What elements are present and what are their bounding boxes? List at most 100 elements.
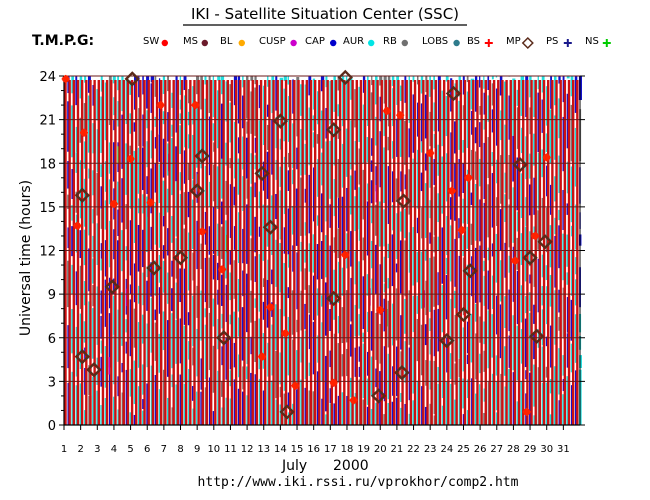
band-segment xyxy=(400,351,403,380)
band-segment xyxy=(354,251,357,285)
bs-point xyxy=(329,378,338,387)
band-segment xyxy=(129,145,132,155)
legend-item: CUSP xyxy=(259,36,297,47)
band-segment xyxy=(562,116,565,172)
band-red xyxy=(110,80,113,425)
band-segment xyxy=(370,180,373,204)
band-segment xyxy=(516,401,518,425)
mp-point xyxy=(455,306,472,323)
band-segment xyxy=(421,141,424,153)
band-segment xyxy=(495,355,498,376)
band-segment xyxy=(167,228,169,256)
band-red xyxy=(409,80,413,425)
legend-item-label: LOBS xyxy=(422,36,448,47)
x-tick-label: 31 xyxy=(557,444,570,455)
band-segment xyxy=(454,363,456,385)
band-segment xyxy=(379,201,382,247)
band-segment xyxy=(133,206,136,244)
band-red xyxy=(538,80,542,425)
band-segment xyxy=(371,240,373,269)
mp-point xyxy=(272,113,289,129)
band-segment xyxy=(229,184,232,238)
x-ticks: 1 2 3 4 5 6 7 8 9 10 11 12 13 14 15 16 17 18 19 20 21 22 23 24 2… xyxy=(61,425,570,455)
band-segment xyxy=(167,112,170,142)
band-segment xyxy=(570,299,573,341)
band-segment xyxy=(141,314,144,344)
band-segment xyxy=(158,389,161,425)
band-segment xyxy=(117,376,120,397)
band-segment xyxy=(271,195,273,255)
band-segment xyxy=(175,76,178,133)
band-segment xyxy=(308,174,311,234)
legend: SW MS BL CUSP CAP AUR RB LOBS BS MP PS NS xyxy=(143,36,611,50)
band-red xyxy=(293,80,296,425)
band-segment xyxy=(441,285,444,333)
band-segment xyxy=(183,325,186,383)
band-segment xyxy=(445,95,449,137)
band-red xyxy=(492,80,496,425)
band-segment xyxy=(254,374,257,425)
band-segment xyxy=(208,181,211,208)
band-segment xyxy=(75,76,78,106)
band-segment xyxy=(346,348,349,377)
band-segment xyxy=(416,217,419,234)
band-segment xyxy=(370,160,374,172)
band-segment xyxy=(204,308,207,318)
band-segment xyxy=(504,124,507,163)
band-red xyxy=(497,80,500,425)
band-segment xyxy=(212,123,215,141)
band-segment xyxy=(154,322,157,361)
x-tick-label: 25 xyxy=(457,444,470,455)
band-red xyxy=(501,80,504,425)
band-segment xyxy=(362,276,365,330)
band-segment xyxy=(529,153,531,179)
band-red xyxy=(101,80,105,425)
band-segment xyxy=(67,101,69,152)
band-segment xyxy=(554,115,557,160)
band-segment xyxy=(416,251,419,283)
band-segment xyxy=(254,137,257,153)
band-red xyxy=(467,80,471,425)
band-segment xyxy=(350,76,353,100)
x-month-label: July xyxy=(281,458,307,474)
band-segment xyxy=(470,192,474,206)
band-red xyxy=(422,80,425,425)
band-red xyxy=(368,80,371,425)
band-red xyxy=(289,80,292,425)
x-tick-label: 24 xyxy=(440,444,453,455)
band-segment xyxy=(321,240,324,279)
band-segment xyxy=(545,86,548,126)
band-segment xyxy=(474,127,478,144)
bs-point xyxy=(61,74,70,83)
band-segment xyxy=(175,319,178,364)
band-segment xyxy=(75,152,78,173)
band-red xyxy=(571,80,575,425)
band-segment xyxy=(554,235,556,288)
bs-point xyxy=(198,227,207,236)
band-segment xyxy=(175,282,178,319)
band-segment xyxy=(266,205,269,247)
band-segment xyxy=(146,280,149,311)
legend-item-marker xyxy=(238,39,245,47)
band-segment xyxy=(162,180,165,216)
band-segment xyxy=(554,76,557,106)
mp-point xyxy=(337,69,354,86)
band-segment xyxy=(491,109,494,133)
band-red xyxy=(434,80,438,425)
band-red xyxy=(135,80,138,425)
band-segment xyxy=(420,251,424,309)
band-segment xyxy=(491,243,494,257)
band-segment xyxy=(491,373,494,425)
band-segment xyxy=(462,76,465,95)
band-segment xyxy=(92,308,94,359)
band-segment xyxy=(113,120,116,131)
band-segment xyxy=(79,230,82,259)
band-segment xyxy=(200,76,203,110)
band-segment xyxy=(291,205,294,235)
legend-item: BL xyxy=(220,36,245,47)
band-red xyxy=(372,80,375,425)
band-segment xyxy=(549,109,552,164)
band-segment xyxy=(187,312,190,326)
band-segment xyxy=(84,76,87,83)
band-red xyxy=(476,80,479,425)
